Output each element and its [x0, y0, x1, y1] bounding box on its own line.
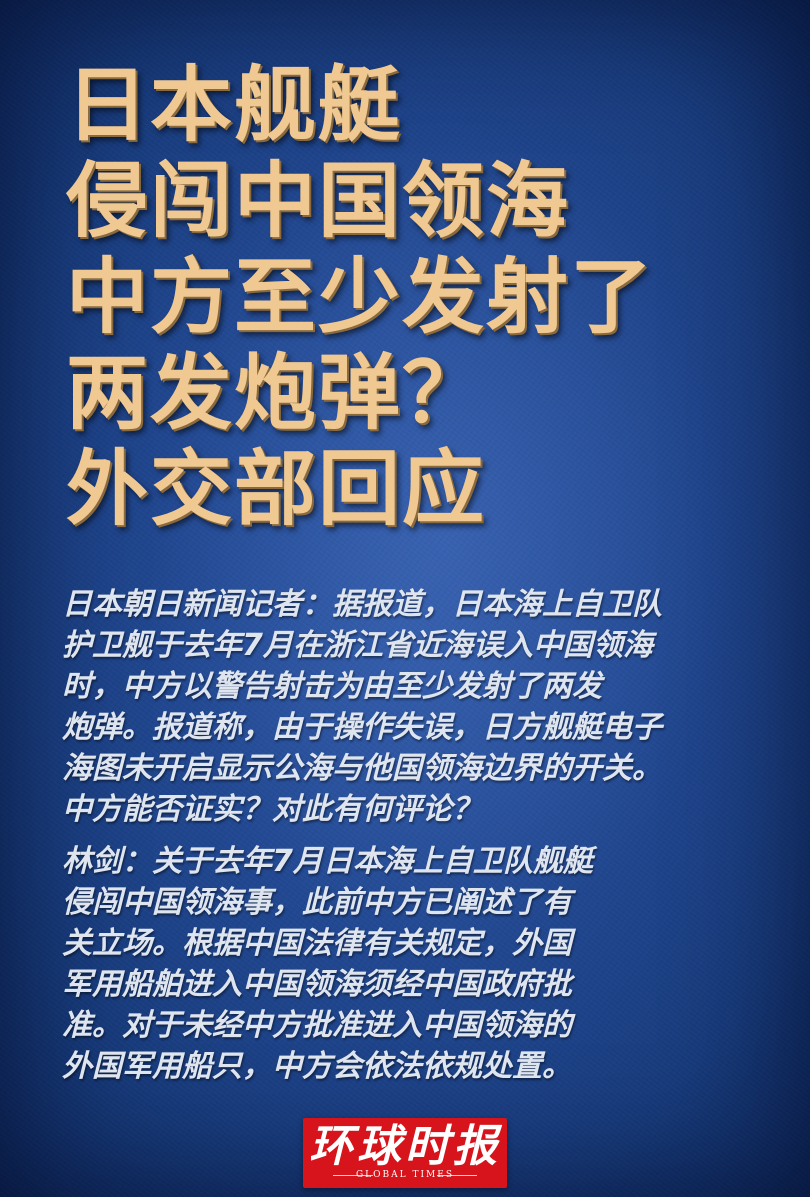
question-line: 时，中方以警告射击为由至少发射了两发: [62, 669, 602, 704]
logo-divider-right: [437, 1175, 477, 1176]
question-line: 护卫舰于去年7月在浙江省近海误入中国领海: [62, 628, 653, 663]
question-line: 日本朝日新闻记者：据报道，日本海上自卫队: [62, 587, 662, 622]
answer-line: 侵闯中国领海事，此前中方已阐述了有: [62, 885, 572, 920]
logo-chinese-text: 环球时报: [309, 1121, 501, 1172]
global-times-logo: 环球时报 GLOBAL TIMES: [303, 1118, 507, 1188]
headline-line-5: 外交部回应: [66, 442, 487, 537]
answer-line: 准。对于未经中方批准进入中国领海的: [62, 1008, 572, 1043]
headline-line-1: 日本舰艇: [66, 58, 403, 153]
headline-line-3: 中方至少发射了: [66, 250, 655, 345]
headline-line-2: 侵闯中国领海: [66, 154, 571, 249]
headline-line-4: 两发炮弹？: [66, 346, 487, 441]
answer-line: 军用船舶进入中国领海须经中国政府批: [62, 967, 572, 1002]
answer-line: 关立场。根据中国法律有关规定，外国: [62, 926, 572, 961]
answer-line: 林剑：关于去年7月日本海上自卫队舰艇: [62, 844, 593, 879]
logo-english-text: GLOBAL TIMES: [355, 1170, 454, 1180]
reporter-question: 日本朝日新闻记者：据报道，日本海上自卫队 护卫舰于去年7月在浙江省近海误入中国领…: [62, 584, 752, 830]
question-line: 炮弹。报道称，由于操作失误，日方舰艇电子: [62, 710, 662, 745]
answer-line: 外国军用船只，中方会依法依规处置。: [62, 1049, 572, 1084]
headline: 日本舰艇 侵闯中国领海 中方至少发射了 两发炮弹？ 外交部回应: [66, 58, 766, 538]
question-line: 中方能否证实？对此有何评论？: [62, 792, 482, 827]
question-line: 海图未开启显示公海与他国领海边界的开关。: [62, 751, 662, 786]
spokesperson-answer: 林剑：关于去年7月日本海上自卫队舰艇 侵闯中国领海事，此前中方已阐述了有 关立场…: [62, 841, 752, 1087]
logo-divider-left: [333, 1175, 373, 1176]
